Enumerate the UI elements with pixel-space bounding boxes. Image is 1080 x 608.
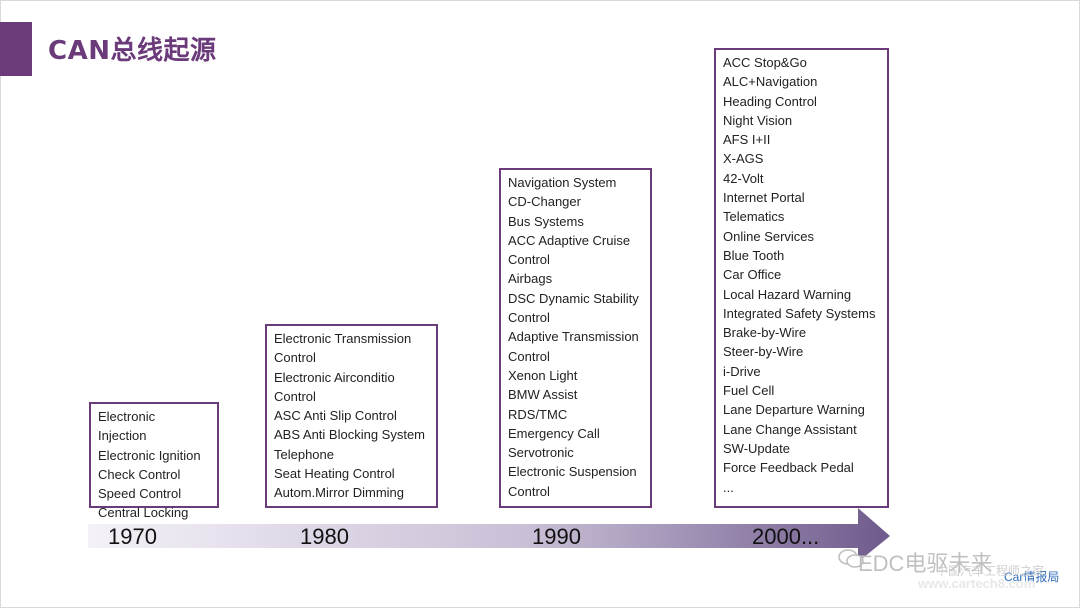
- era-item: Control: [508, 348, 550, 364]
- year-label-1980: 1980: [300, 524, 349, 549]
- era-item: Control: [508, 310, 550, 326]
- era-item: X-AGS: [723, 151, 764, 167]
- title-accent-bar: [0, 22, 32, 76]
- era-item: Bus Systems: [508, 213, 584, 229]
- era-item: Control: [508, 252, 550, 268]
- era-item: Xenon Light: [508, 367, 578, 383]
- era-item: Night Vision: [723, 112, 793, 128]
- year-label-1990: 1990: [532, 524, 581, 549]
- era-item: Airbags: [508, 271, 553, 287]
- era-item: Brake-by-Wire: [723, 325, 807, 341]
- era-item: BMW Assist: [508, 387, 578, 403]
- era-item: Autom.Mirror Dimming: [274, 485, 405, 501]
- timeline-arrow: [88, 508, 890, 562]
- era-item: i-Drive: [723, 363, 761, 379]
- era-item: Telephone: [274, 446, 334, 462]
- era-item: ...: [723, 479, 734, 495]
- era-item: Telematics: [723, 209, 785, 225]
- era-item: Car Office: [723, 267, 782, 283]
- era-item: Electronic Suspension: [508, 464, 637, 480]
- era-item: Seat Heating Control: [274, 466, 395, 482]
- era-item: Injection: [98, 428, 147, 444]
- era-item: RDS/TMC: [508, 406, 568, 422]
- watermark-site: www.cartech8.com: [918, 576, 1036, 591]
- era-item: Check Control: [98, 466, 181, 482]
- era-item: Blue Tooth: [723, 247, 785, 263]
- era-item: Heading Control: [723, 93, 817, 109]
- era-item: ASC Anti Slip Control: [274, 408, 397, 424]
- era-item: ALC+Navigation: [723, 74, 818, 90]
- era-item: Adaptive Transmission: [508, 329, 639, 345]
- era-item: Servotronic: [508, 445, 574, 461]
- watermark-edc: EDC电驱未来: [858, 551, 993, 576]
- wechat-icon: [838, 549, 864, 568]
- era-item: Internet Portal: [723, 190, 805, 206]
- era-box-1990: Navigation System CD-Changer Bus Systems AC…: [499, 168, 652, 508]
- era-item: Electronic Airconditio: [274, 369, 395, 385]
- era-item: DSC Dynamic Stability: [508, 290, 639, 306]
- era-item: Integrated Safety Systems: [723, 305, 876, 321]
- era-box-1980: Electronic Transmission Control Electronic…: [265, 324, 438, 508]
- era-box-1970: Electronic Injection Electronic Ignition Ch…: [89, 402, 219, 520]
- era-item: 42-Volt: [723, 170, 764, 186]
- era-item: CD-Changer: [508, 194, 581, 210]
- era-item: ACC Stop&Go: [723, 55, 807, 70]
- watermark-car-info: Car情报局: [1004, 570, 1060, 584]
- era-item: ABS Anti Blocking System: [274, 427, 426, 443]
- era-item: Online Services: [723, 228, 815, 244]
- era-item: SW-Update: [723, 440, 790, 456]
- year-label-2000: 2000...: [752, 524, 820, 549]
- era-item: Steer-by-Wire: [723, 344, 804, 360]
- era-item: Electronic Transmission: [274, 331, 412, 346]
- era-item: Electronic Ignition: [98, 447, 201, 463]
- era-item: Local Hazard Warning: [723, 286, 852, 302]
- era-item: Emergency Call: [508, 425, 600, 441]
- era-item: Control: [274, 388, 316, 404]
- era-box-2000: ACC Stop&Go ALC+Navigation Heading Control…: [714, 48, 889, 508]
- era-item: AFS I+II: [723, 132, 771, 148]
- era-item: Electronic: [98, 409, 156, 424]
- era-item: Navigation System: [508, 175, 617, 190]
- era-item: Force Feedback Pedal: [723, 460, 854, 476]
- era-item: Control: [508, 483, 550, 499]
- era-item: Central Locking: [98, 505, 189, 521]
- era-item: Control: [274, 350, 316, 366]
- watermark-site-cn: 中国汽车工程师之家: [936, 564, 1045, 578]
- era-item: Lane Departure Warning: [723, 402, 865, 418]
- era-item: ACC Adaptive Cruise: [508, 232, 631, 248]
- slide-title: CAN总线起源: [48, 36, 217, 66]
- era-item: Fuel Cell: [723, 383, 775, 399]
- era-item: Lane Change Assistant: [723, 421, 857, 437]
- era-item: Speed Control: [98, 486, 182, 502]
- year-label-1970: 1970: [108, 524, 157, 549]
